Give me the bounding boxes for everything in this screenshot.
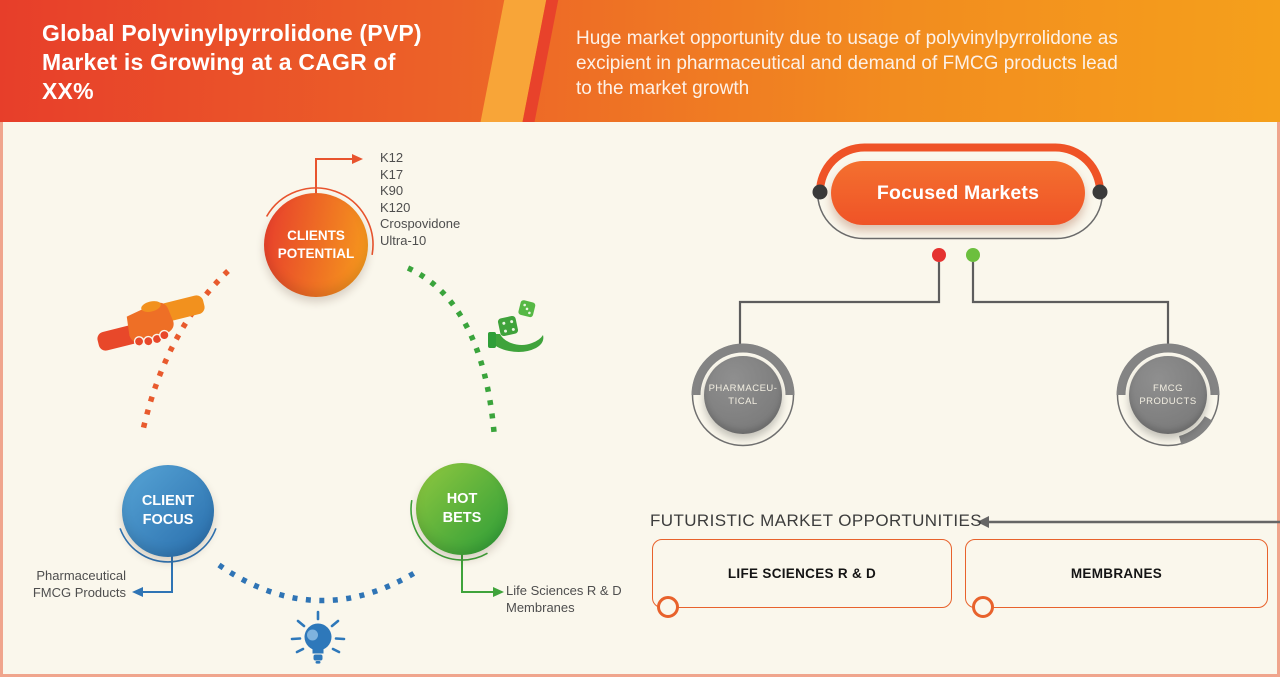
- box-corner-ring: [972, 596, 994, 618]
- list-item: K17: [380, 166, 404, 182]
- box-corner-ring: [657, 596, 679, 618]
- pharmaceutical-node: PHARMACEU- TICAL: [704, 356, 782, 434]
- page-title: Global Polyvinylpyrrolidone (PVP) Market…: [42, 20, 422, 104]
- clients-potential-bubble: CLIENTS POTENTIAL: [264, 193, 368, 297]
- fmcg-products-node: FMCG PRODUCTS: [1129, 356, 1207, 434]
- hot-bets-note: Life Sciences R & D Membranes: [506, 583, 622, 615]
- client-focus-bubble: CLIENT FOCUS: [122, 465, 214, 557]
- hot-bets-bubble: HOT BETS: [416, 463, 508, 555]
- list-item: K120: [380, 199, 411, 215]
- list-item: Ultra-10: [380, 232, 427, 248]
- client-focus-note: Pharmaceutical FMCG Products: [32, 568, 126, 600]
- clients-potential-list: K12 K17 K90 K120 Crospovidone Ultra-10: [380, 150, 460, 249]
- list-item: K90: [380, 183, 404, 198]
- opportunity-box-life-sciences: LIFE SCIENCES R & D: [652, 539, 952, 608]
- list-item: K12: [380, 150, 404, 165]
- futuristic-opportunities-heading: FUTURISTIC MARKET OPPORTUNITIES: [650, 511, 982, 530]
- opportunity-box-membranes: MEMBRANES: [965, 539, 1268, 608]
- focused-markets-pill: Focused Markets: [831, 161, 1085, 225]
- page-subtitle: Huge market opportunity due to usage of …: [576, 28, 1118, 99]
- list-item: Crospovidone: [380, 216, 461, 231]
- header-banner: Global Polyvinylpyrrolidone (PVP) Market…: [0, 0, 1280, 122]
